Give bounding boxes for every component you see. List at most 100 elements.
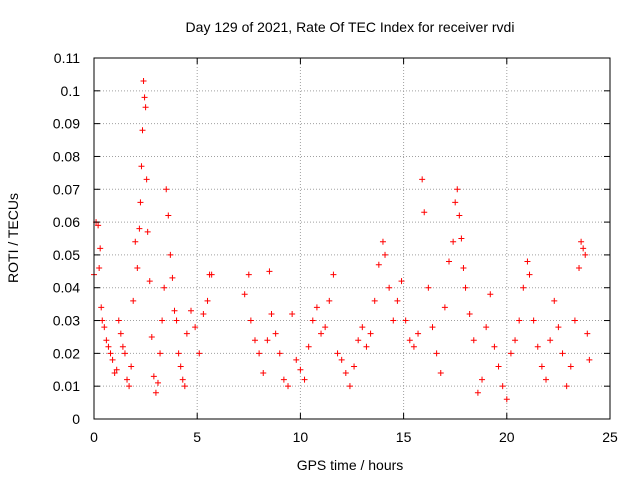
- data-point: [169, 274, 176, 281]
- data-point: [140, 77, 147, 84]
- data-point: [530, 317, 537, 324]
- y-axis-label: ROTI / TECUs: [5, 193, 21, 283]
- data-point: [346, 383, 353, 390]
- data-point: [363, 343, 370, 350]
- data-point: [580, 245, 587, 252]
- data-point: [99, 317, 106, 324]
- data-point: [524, 258, 531, 265]
- x-axis-label: GPS time / hours: [297, 457, 404, 473]
- data-point: [359, 324, 366, 331]
- data-point: [117, 330, 124, 337]
- data-point: [171, 307, 178, 314]
- data-point: [204, 297, 211, 304]
- y-tick-label: 0.05: [53, 247, 80, 263]
- data-point: [142, 104, 149, 111]
- data-point: [121, 350, 128, 357]
- data-point: [375, 261, 382, 268]
- chart-title: Day 129 of 2021, Rate Of TEC Index for r…: [186, 19, 515, 35]
- plot-frame: [93, 57, 611, 420]
- data-point: [578, 238, 585, 245]
- data-point: [208, 271, 215, 278]
- data-point: [163, 186, 170, 193]
- data-point: [247, 317, 254, 324]
- data-point: [136, 225, 143, 232]
- y-tick-label: 0.01: [53, 378, 80, 394]
- data-point: [394, 297, 401, 304]
- data-point: [141, 94, 148, 101]
- y-tick-label: 0.08: [53, 148, 80, 164]
- data-point: [157, 350, 164, 357]
- data-point: [159, 317, 166, 324]
- data-point: [154, 379, 161, 386]
- data-point: [415, 330, 422, 337]
- data-point: [446, 258, 453, 265]
- data-point: [97, 245, 104, 252]
- data-point: [313, 304, 320, 311]
- data-point: [342, 370, 349, 377]
- data-point: [538, 363, 545, 370]
- data-point: [450, 238, 457, 245]
- data-point: [148, 333, 155, 340]
- x-tick-label: 20: [499, 429, 515, 445]
- data-point: [128, 363, 135, 370]
- data-point: [516, 317, 523, 324]
- data-point: [470, 337, 477, 344]
- data-point: [134, 265, 141, 272]
- data-point: [146, 278, 153, 285]
- y-tick-label: 0.03: [53, 313, 80, 329]
- y-tick-label: 0.07: [53, 181, 80, 197]
- data-point: [543, 376, 550, 383]
- data-point: [285, 383, 292, 390]
- data-point: [109, 356, 116, 363]
- y-tick-label: 0.04: [53, 280, 80, 296]
- data-point: [293, 356, 300, 363]
- data-point: [173, 317, 180, 324]
- data-point: [161, 284, 168, 291]
- y-tick-label: 0.06: [53, 214, 80, 230]
- data-point: [402, 317, 409, 324]
- data-point: [105, 343, 112, 350]
- data-point: [179, 376, 186, 383]
- data-point: [188, 307, 195, 314]
- data-point: [507, 350, 514, 357]
- data-point: [584, 330, 591, 337]
- x-tick-label: 10: [293, 429, 309, 445]
- data-point: [483, 324, 490, 331]
- x-tick-label: 15: [396, 429, 412, 445]
- data-point: [419, 176, 426, 183]
- data-point: [301, 376, 308, 383]
- data-point: [115, 317, 122, 324]
- data-point: [181, 383, 188, 390]
- data-point: [474, 389, 481, 396]
- data-point: [165, 212, 172, 219]
- data-point: [398, 278, 405, 285]
- x-tick-label: 5: [193, 429, 201, 445]
- data-point: [95, 222, 102, 229]
- data-point: [268, 310, 275, 317]
- y-tick-label: 0: [72, 411, 80, 427]
- x-tick-label: 25: [602, 429, 618, 445]
- data-point: [456, 212, 463, 219]
- data-point: [512, 337, 519, 344]
- data-point: [280, 376, 287, 383]
- data-point: [371, 297, 378, 304]
- data-point: [454, 186, 461, 193]
- data-point: [113, 366, 120, 373]
- data-point: [138, 163, 145, 170]
- data-point: [386, 284, 393, 291]
- data-point: [379, 238, 386, 245]
- data-point: [276, 350, 283, 357]
- data-point: [499, 383, 506, 390]
- data-point: [576, 265, 583, 272]
- data-point: [309, 317, 316, 324]
- data-point: [318, 330, 325, 337]
- y-tick-label: 0.1: [61, 83, 81, 99]
- data-point: [479, 376, 486, 383]
- data-point: [101, 324, 108, 331]
- data-point: [382, 251, 389, 258]
- data-point: [119, 343, 126, 350]
- data-point: [410, 343, 417, 350]
- data-point: [390, 317, 397, 324]
